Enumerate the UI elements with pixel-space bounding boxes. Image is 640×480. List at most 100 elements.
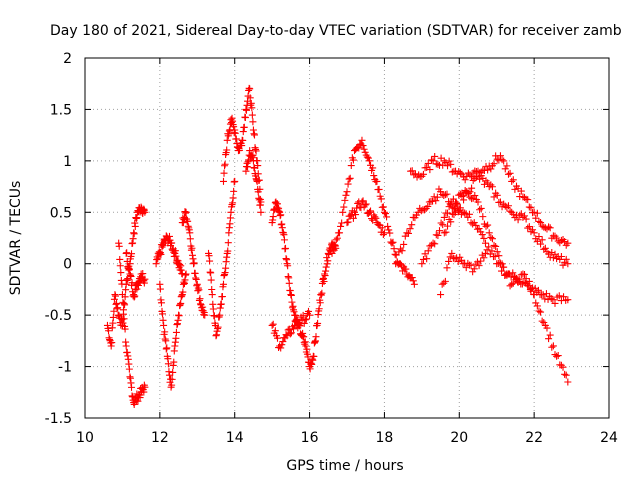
data-point-interp — [161, 328, 169, 336]
data-point-interp — [469, 268, 477, 276]
data-point-interp — [315, 305, 323, 313]
data-point-interp — [546, 224, 554, 232]
data-point-interp — [455, 207, 463, 215]
data-point — [253, 177, 261, 185]
data-point — [440, 229, 448, 237]
data-point — [302, 342, 310, 350]
data-point-interp — [159, 310, 167, 318]
data-point-interp — [331, 242, 339, 250]
data-point — [246, 85, 254, 93]
data-point-interp — [465, 210, 473, 218]
data-point-interp — [443, 190, 451, 198]
data-point-interp — [209, 305, 217, 313]
data-point-interp — [514, 216, 522, 224]
data-point-interp — [128, 383, 136, 391]
data-point-interp — [396, 245, 404, 253]
data-point-interp — [488, 235, 496, 243]
data-point-interp — [524, 196, 532, 204]
data-point-interp — [164, 360, 172, 368]
data-point-interp — [123, 249, 131, 257]
data-point-interp — [439, 221, 447, 229]
data-point-interp — [282, 331, 290, 339]
data-point-interp — [256, 201, 264, 209]
data-point-interp — [175, 312, 183, 320]
data-point — [141, 383, 149, 391]
data-point-interp — [476, 175, 484, 183]
data-point — [388, 239, 396, 247]
data-point-interp — [475, 262, 483, 270]
data-point-interp — [163, 344, 171, 352]
data-point-interp — [393, 259, 401, 267]
data-point-interp — [379, 231, 387, 239]
data-point-interp — [120, 315, 128, 323]
data-point-interp — [444, 209, 452, 217]
data-point-interp — [341, 196, 349, 204]
data-point — [508, 280, 516, 288]
data-point-interp — [241, 114, 249, 122]
data-point-interp — [168, 239, 176, 247]
data-point-interp — [273, 200, 281, 208]
data-point-interp — [301, 316, 309, 324]
data-point-interp — [421, 206, 429, 214]
data-point-interp — [456, 253, 464, 261]
data-point-interp — [210, 312, 218, 320]
data-point-interp — [537, 218, 545, 226]
data-point-interp — [359, 197, 367, 205]
x-tick-label: 18 — [376, 430, 394, 446]
y-tick-label: 2 — [63, 51, 72, 67]
data-point-interp — [554, 237, 562, 245]
x-axis-label: GPS time / hours — [286, 458, 403, 474]
data-point — [470, 265, 478, 273]
data-point — [440, 213, 448, 221]
data-point-interp — [320, 277, 328, 285]
data-point-interp — [400, 240, 408, 248]
data-point-interp — [214, 323, 222, 331]
data-point-interp — [116, 255, 124, 263]
data-point-interp — [525, 277, 533, 285]
data-point-interp — [248, 104, 256, 112]
data-point-interp — [282, 244, 290, 252]
data-point-interp — [490, 193, 498, 201]
data-point-interp — [458, 192, 466, 200]
data-point-interp — [432, 231, 440, 239]
data-point-interp — [548, 343, 556, 351]
data-point-interp — [464, 189, 472, 197]
data-point-interp — [545, 223, 553, 231]
data-point-interp — [224, 247, 232, 255]
data-point-interp — [121, 325, 129, 333]
data-point-interp — [299, 311, 307, 319]
data-point — [481, 239, 489, 247]
data-point-interp — [487, 233, 495, 241]
data-point-interp — [421, 250, 429, 258]
x-tick-label: 20 — [450, 430, 468, 446]
data-point-interp — [286, 330, 294, 338]
data-point — [178, 270, 186, 278]
data-point — [437, 291, 445, 299]
data-point-interp — [316, 299, 324, 307]
data-point-interp — [239, 137, 247, 145]
data-point-interp — [561, 238, 569, 246]
y-tick-label: -0.5 — [45, 308, 72, 324]
data-point-interp — [488, 247, 496, 255]
data-marks — [103, 84, 572, 408]
data-point-interp — [477, 257, 485, 265]
data-point — [216, 311, 224, 319]
data-point-interp — [419, 170, 427, 178]
data-point-interp — [136, 394, 144, 402]
data-point-interp — [522, 215, 530, 223]
data-point-interp — [250, 131, 258, 139]
data-point — [392, 260, 400, 268]
data-point — [343, 188, 351, 196]
data-point-interp — [461, 176, 469, 184]
data-point-interp — [534, 286, 542, 294]
data-point-interp — [290, 325, 298, 333]
data-point-interp — [408, 221, 416, 229]
data-point-interp — [484, 221, 492, 229]
data-point-interp — [186, 235, 194, 243]
data-point-interp — [557, 236, 565, 244]
data-point-interp — [195, 286, 203, 294]
data-point-interp — [501, 165, 509, 173]
data-point — [485, 229, 493, 237]
